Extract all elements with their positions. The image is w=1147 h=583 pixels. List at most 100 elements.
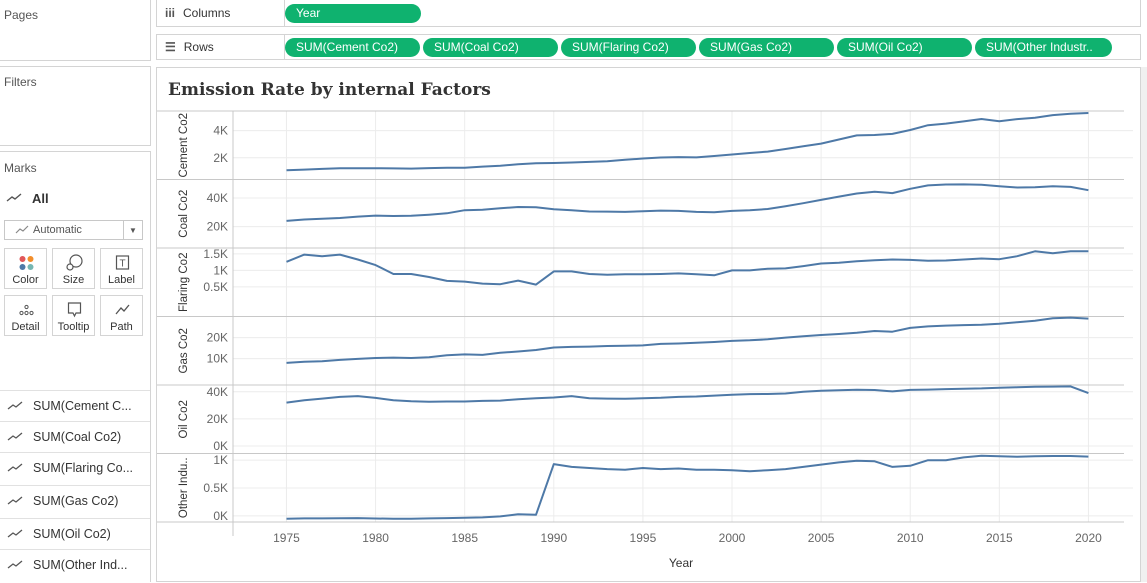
pages-card[interactable]: Pages <box>0 0 151 61</box>
line-mark-icon <box>6 193 22 202</box>
marks-all-label: All <box>32 190 49 206</box>
rows-icon: ☰ <box>165 40 176 54</box>
row-pill-flaring[interactable]: SUM(Flaring Co2) <box>561 38 696 57</box>
y-tick-label: 4K <box>213 124 228 138</box>
path-icon <box>115 304 130 315</box>
y-tick-label: 0.5K <box>203 280 228 294</box>
color-dots-icon <box>19 256 34 270</box>
x-tick-label: 1985 <box>451 531 478 545</box>
rows-shelf-label: ☰ Rows <box>157 35 285 59</box>
row-pill-coal[interactable]: SUM(Coal Co2) <box>423 38 558 57</box>
x-tick-label: 2000 <box>719 531 746 545</box>
marks-title: Marks <box>4 161 37 175</box>
marks-field-coal[interactable]: SUM(Coal Co2) <box>0 421 150 452</box>
rows-label: Rows <box>183 40 214 54</box>
detail-button[interactable]: Detail <box>4 295 47 336</box>
column-pill-year[interactable]: Year <box>285 4 421 23</box>
marks-field-label: SUM(Other Ind... <box>33 558 128 572</box>
y-tick-label: 40K <box>207 385 228 399</box>
y-tick-label: 2K <box>213 151 228 165</box>
vertical-scrollbar[interactable] <box>1141 67 1147 582</box>
row-pill-gas[interactable]: SUM(Gas Co2) <box>699 38 834 57</box>
columns-icon: iii <box>165 6 176 20</box>
path-button-label: Path <box>110 321 133 333</box>
row-pill-cement[interactable]: SUM(Cement Co2) <box>285 38 420 57</box>
line-mark-icon <box>15 225 29 234</box>
filters-card[interactable]: Filters <box>0 66 151 146</box>
columns-label: Columns <box>183 6 231 20</box>
marks-field-gas[interactable]: SUM(Gas Co2) <box>0 485 150 516</box>
marks-field-label: SUM(Oil Co2) <box>33 527 111 541</box>
y-tick-label: 1.5K <box>203 247 228 261</box>
marks-all-row[interactable]: All <box>6 188 49 208</box>
series-line-gas-co2 <box>286 316 1089 364</box>
y-tick-label: 0.5K <box>203 481 228 495</box>
series-line-other-industry-co2 <box>286 454 1089 520</box>
marks-field-oil[interactable]: SUM(Oil Co2) <box>0 518 150 549</box>
series-line-flaring-co2 <box>286 250 1089 286</box>
x-tick-label: 2020 <box>1075 531 1102 545</box>
marks-field-label: SUM(Flaring Co... <box>33 461 134 475</box>
row-header-label: Other Indu.. <box>178 457 190 518</box>
rows-shelf[interactable]: ☰ Rows SUM(Cement Co2) SUM(Coal Co2) SUM… <box>156 34 1141 60</box>
tooltip-button-label: Tooltip <box>57 321 90 333</box>
x-tick-label: 2015 <box>986 531 1013 545</box>
x-tick-label: 1990 <box>540 531 567 545</box>
y-tick-label: 0K <box>213 439 228 453</box>
size-button[interactable]: Size <box>52 248 95 289</box>
size-icon <box>66 254 83 271</box>
marks-field-cement[interactable]: SUM(Cement C... <box>0 390 150 421</box>
line-mark-icon <box>7 560 23 569</box>
line-mark-icon <box>7 463 23 472</box>
marks-field-label: SUM(Cement C... <box>33 399 132 413</box>
line-mark-icon <box>7 432 23 441</box>
label-button[interactable]: T Label <box>100 248 143 289</box>
mark-type-select[interactable]: Automatic ▼ <box>4 220 143 240</box>
y-tick-label: 0K <box>213 509 228 523</box>
row-pill-oil[interactable]: SUM(Oil Co2) <box>837 38 972 57</box>
tooltip-icon <box>67 302 82 318</box>
columns-shelf[interactable]: iii Columns Year <box>156 0 1141 27</box>
svg-text:T: T <box>119 259 125 270</box>
columns-shelf-label: iii Columns <box>157 0 285 26</box>
line-mark-icon <box>7 496 23 505</box>
row-pill-other[interactable]: SUM(Other Industr.. <box>975 38 1112 57</box>
color-button[interactable]: Color <box>4 248 47 289</box>
label-button-label: Label <box>108 274 135 286</box>
mark-type-value: Automatic <box>33 224 82 236</box>
row-header-label: Oil Co2 <box>178 400 190 438</box>
y-tick-label: 20K <box>207 331 228 345</box>
y-tick-label: 40K <box>207 191 228 205</box>
label-icon: T <box>115 255 130 270</box>
marks-field-label: SUM(Gas Co2) <box>33 494 119 508</box>
x-tick-label: 1975 <box>273 531 300 545</box>
marks-field-flaring[interactable]: SUM(Flaring Co... <box>0 452 150 483</box>
x-tick-label: 2010 <box>897 531 924 545</box>
row-header-label: Cement Co2 <box>178 113 190 178</box>
path-button[interactable]: Path <box>100 295 143 336</box>
tooltip-button[interactable]: Tooltip <box>52 295 95 336</box>
viz-area: Emission Rate by internal Factors 2K 4K Ce… <box>156 67 1141 582</box>
line-chart: 2K 4K Cement Co2 20K 40K Coal Co2 0.5K 1K 1.5K Fl… <box>157 110 1133 570</box>
detail-dots-icon <box>19 304 34 316</box>
y-tick-label: 20K <box>207 220 228 234</box>
marks-field-other[interactable]: SUM(Other Ind... <box>0 549 150 580</box>
line-mark-icon <box>7 401 23 410</box>
y-tick-label: 1K <box>213 453 228 467</box>
series-line-cement-co2 <box>286 112 1089 172</box>
chart-title: Emission Rate by internal Factors <box>168 80 491 100</box>
marks-field-label: SUM(Coal Co2) <box>33 430 122 444</box>
row-header-label: Coal Co2 <box>178 190 190 238</box>
row-header-label: Gas Co2 <box>178 328 190 373</box>
y-tick-label: 20K <box>207 412 228 426</box>
x-tick-label: 1995 <box>630 531 657 545</box>
color-button-label: Color <box>12 274 39 286</box>
filters-title: Filters <box>4 75 37 89</box>
line-mark-icon <box>7 529 23 538</box>
x-tick-label: 2005 <box>808 531 835 545</box>
chevron-down-icon[interactable]: ▼ <box>123 221 142 239</box>
row-header-label: Flaring Co2 <box>178 253 190 312</box>
series-line-oil-co2 <box>286 385 1089 404</box>
x-tick-label: 1980 <box>362 531 389 545</box>
detail-button-label: Detail <box>11 321 40 333</box>
